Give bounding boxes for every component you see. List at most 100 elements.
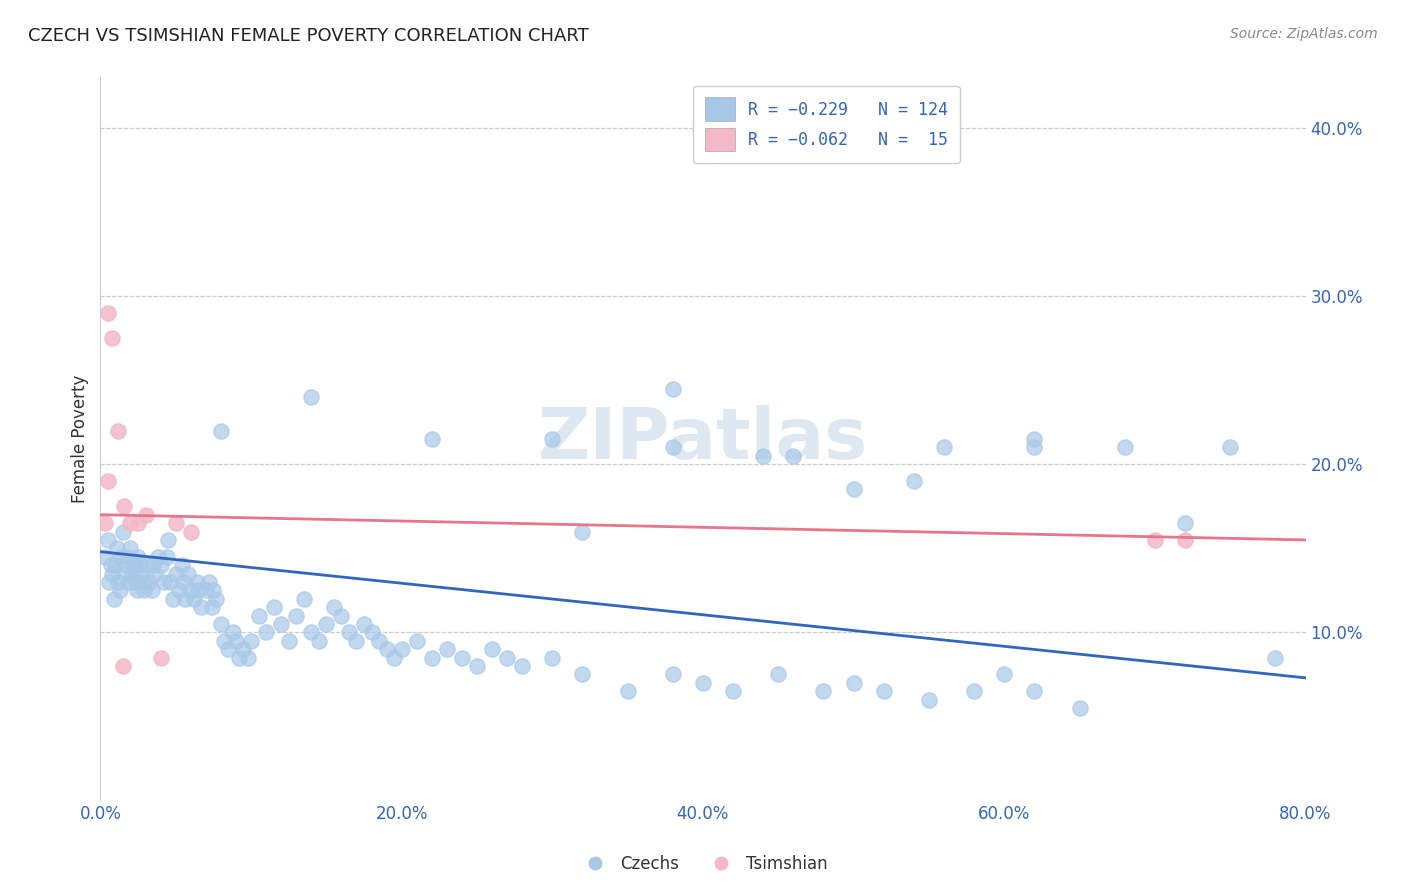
Point	[97, 306, 120, 320]
Point	[141, 583, 163, 598]
Point	[125, 583, 148, 598]
Point	[277, 633, 299, 648]
Point	[108, 583, 131, 598]
Point	[127, 516, 149, 530]
Point	[142, 558, 165, 573]
Point	[138, 574, 160, 589]
Point	[135, 558, 157, 573]
Point	[360, 625, 382, 640]
Point	[104, 558, 127, 573]
Point	[353, 617, 375, 632]
Point	[330, 608, 353, 623]
Point	[180, 583, 202, 598]
Point	[465, 659, 488, 673]
Point	[247, 608, 270, 623]
Point	[292, 591, 315, 606]
Point	[110, 549, 132, 564]
Point	[135, 508, 157, 522]
Point	[172, 574, 194, 589]
Text: CZECH VS TSIMSHIAN FEMALE POVERTY CORRELATION CHART: CZECH VS TSIMSHIAN FEMALE POVERTY CORREL…	[28, 27, 589, 45]
Point	[201, 600, 224, 615]
Point	[114, 566, 136, 581]
Point	[813, 684, 835, 698]
Point	[180, 524, 202, 539]
Point	[299, 625, 322, 640]
Point	[993, 667, 1015, 681]
Point	[94, 549, 117, 564]
Point	[205, 591, 228, 606]
Point	[481, 642, 503, 657]
Point	[368, 633, 391, 648]
Point	[1174, 533, 1197, 547]
Point	[1024, 432, 1046, 446]
Point	[662, 441, 685, 455]
Point	[1069, 701, 1091, 715]
Point	[315, 617, 337, 632]
Point	[202, 583, 225, 598]
Point	[240, 633, 263, 648]
Point	[721, 684, 744, 698]
Point	[187, 583, 209, 598]
Point	[111, 659, 134, 673]
Point	[209, 424, 232, 438]
Point	[165, 566, 187, 581]
Point	[120, 516, 142, 530]
Point	[98, 574, 121, 589]
Point	[101, 331, 124, 345]
Point	[382, 650, 405, 665]
Point	[337, 625, 360, 640]
Point	[225, 633, 247, 648]
Point	[322, 600, 344, 615]
Point	[346, 633, 368, 648]
Point	[173, 591, 195, 606]
Point	[1264, 650, 1286, 665]
Point	[571, 667, 593, 681]
Point	[616, 684, 638, 698]
Point	[662, 667, 685, 681]
Point	[128, 558, 150, 573]
Point	[420, 432, 443, 446]
Point	[375, 642, 398, 657]
Point	[117, 549, 139, 564]
Point	[118, 574, 141, 589]
Point	[107, 574, 129, 589]
Point	[209, 617, 232, 632]
Point	[963, 684, 986, 698]
Point	[132, 583, 155, 598]
Point	[299, 390, 322, 404]
Point	[1114, 441, 1136, 455]
Point	[436, 642, 458, 657]
Point	[270, 617, 292, 632]
Point	[1024, 441, 1046, 455]
Point	[177, 566, 200, 581]
Point	[692, 676, 714, 690]
Point	[263, 600, 285, 615]
Point	[149, 650, 172, 665]
Point	[1174, 516, 1197, 530]
Point	[541, 432, 564, 446]
Point	[222, 625, 245, 640]
Point	[198, 574, 221, 589]
Point	[107, 424, 129, 438]
Point	[842, 483, 865, 497]
Point	[451, 650, 474, 665]
Point	[285, 608, 308, 623]
Point	[101, 566, 124, 581]
Point	[127, 549, 149, 564]
Legend: Czechs, Tsimshian: Czechs, Tsimshian	[572, 848, 834, 880]
Legend: R = −0.229   N = 124, R = −0.062   N =  15: R = −0.229 N = 124, R = −0.062 N = 15	[693, 86, 960, 163]
Point	[157, 533, 180, 547]
Point	[391, 642, 413, 657]
Point	[308, 633, 330, 648]
Point	[782, 449, 804, 463]
Point	[115, 558, 138, 573]
Point	[873, 684, 896, 698]
Point	[152, 574, 174, 589]
Point	[100, 558, 122, 573]
Point	[186, 574, 208, 589]
Y-axis label: Female Poverty: Female Poverty	[72, 375, 89, 503]
Point	[190, 600, 212, 615]
Point	[194, 583, 217, 598]
Point	[165, 516, 187, 530]
Point	[122, 558, 145, 573]
